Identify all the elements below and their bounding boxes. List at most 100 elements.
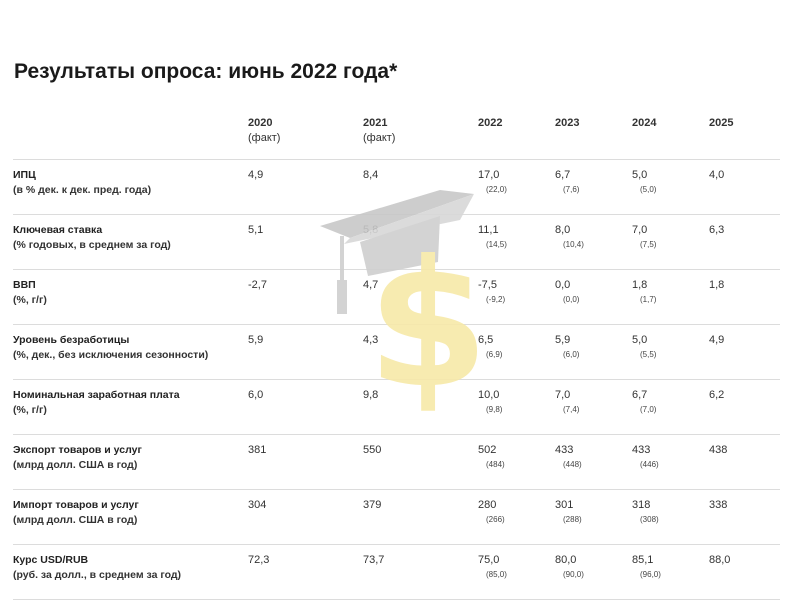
forecast-value: 5,1	[248, 224, 264, 236]
value-cell: 4,7	[363, 269, 478, 325]
previous-forecast-value: (90,0)	[563, 570, 584, 579]
forecast-value: 5,8	[363, 224, 379, 236]
forecast-value: 5,9	[555, 334, 571, 346]
table-row: Импорт товаров и услуг (млрд долл. США в …	[13, 489, 780, 545]
previous-forecast-value: (0,0)	[563, 295, 580, 304]
previous-forecast-value: (5,5)	[640, 350, 657, 359]
indicator-unit: (% годовых, в среднем за год)	[13, 239, 171, 251]
indicator-unit: (млрд долл. США в год)	[13, 459, 138, 471]
indicator-cell: ИПЦ (в % дек. к дек. пред. года)	[13, 159, 248, 215]
header-year: 2020 (факт)	[248, 117, 281, 144]
indicator-name: Импорт товаров и услуг	[13, 499, 139, 511]
previous-forecast-value: (7,6)	[563, 185, 580, 194]
forecast-value: 4,3	[363, 334, 379, 346]
value-cell: 7,0 (7,5)	[632, 214, 709, 270]
value-cell: 4,3	[363, 324, 478, 380]
forecast-value: 381	[248, 444, 267, 456]
value-cell: 381	[248, 434, 363, 490]
forecast-value: 11,1	[478, 224, 499, 236]
previous-forecast-value: (6,0)	[563, 350, 580, 359]
previous-forecast-value: (7,0)	[640, 405, 657, 414]
previous-forecast-value: (288)	[563, 515, 582, 524]
value-cell: 6,0	[248, 379, 363, 435]
indicator-name: ИПЦ	[13, 169, 36, 181]
value-cell: 338	[709, 489, 780, 545]
previous-forecast-value: (6,9)	[486, 350, 503, 359]
previous-forecast-value: (484)	[486, 460, 505, 469]
indicator-cell: Курс USD/RUB (руб. за долл., в среднем за…	[13, 544, 248, 600]
value-cell: 9,8	[363, 379, 478, 435]
value-cell: 379	[363, 489, 478, 545]
header-year: 2023	[555, 117, 580, 129]
value-cell: 0,0 (0,0)	[555, 269, 632, 325]
header-year: 2021 (факт)	[363, 117, 396, 144]
value-cell: 17,0 (22,0)	[478, 159, 555, 215]
forecast-value: 1,8	[709, 279, 725, 291]
indicator-unit: (%, г/г)	[13, 404, 47, 416]
value-cell: 88,0	[709, 544, 780, 600]
value-cell: 438	[709, 434, 780, 490]
forecast-value: 433	[555, 444, 574, 456]
value-cell: 75,0 (85,0)	[478, 544, 555, 600]
forecast-value: 433	[632, 444, 651, 456]
indicator-unit: (руб. за долл., в среднем за год)	[13, 569, 182, 581]
header-row: 2020 (факт) 2021 (факт) 2022 2023 2024 202…	[13, 108, 780, 160]
header-year: 2024	[632, 117, 657, 129]
table-row: ВВП (%, г/г) -2,7 4,7 -7,5 (-9,2) 0,0 (0,0) 1,8 (…	[13, 269, 780, 325]
indicator-name: Ключевая ставка	[13, 224, 103, 236]
previous-forecast-value: (5,0)	[640, 185, 657, 194]
forecast-value: 6,0	[248, 389, 264, 401]
forecast-value: 318	[632, 499, 651, 511]
forecast-value: 304	[248, 499, 267, 511]
forecast-value: 0,0	[555, 279, 571, 291]
forecast-value: 4,9	[248, 169, 264, 181]
indicator-unit: (%, дек., без исключения сезонности)	[13, 349, 209, 361]
forecast-value: -2,7	[248, 279, 267, 291]
forecast-value: 17,0	[478, 169, 500, 181]
indicator-cell: ВВП (%, г/г)	[13, 269, 248, 325]
forecast-value: 7,0	[555, 389, 571, 401]
header-indicator	[13, 108, 248, 160]
value-cell: 550	[363, 434, 478, 490]
indicator-cell: Уровень безработицы (%, дек., без исключе…	[13, 324, 248, 380]
value-cell: 304	[248, 489, 363, 545]
table-row: ИПЦ (в % дек. к дек. пред. года) 4,9 8,4 17,…	[13, 159, 780, 215]
indicator-cell: Номинальная заработная плата (%, г/г)	[13, 379, 248, 435]
forecast-value: 438	[709, 444, 728, 456]
value-cell: -7,5 (-9,2)	[478, 269, 555, 325]
previous-forecast-value: (9,8)	[486, 405, 503, 414]
value-cell: 5,8	[363, 214, 478, 270]
value-cell: 301 (288)	[555, 489, 632, 545]
value-cell: 11,1 (14,5)	[478, 214, 555, 270]
forecast-value: 6,5	[478, 334, 494, 346]
value-cell: 1,8	[709, 269, 780, 325]
forecast-value: 75,0	[478, 554, 500, 566]
previous-forecast-value: (266)	[486, 515, 505, 524]
forecast-value: 85,1	[632, 554, 654, 566]
forecast-value: 88,0	[709, 554, 731, 566]
indicator-name: Курс USD/RUB	[13, 554, 89, 566]
value-cell: 8,0 (10,4)	[555, 214, 632, 270]
value-cell: 433 (446)	[632, 434, 709, 490]
value-cell: 6,7 (7,6)	[555, 159, 632, 215]
value-cell: 85,1 (96,0)	[632, 544, 709, 600]
forecast-value: 5,0	[632, 169, 648, 181]
indicator-unit: (в % дек. к дек. пред. года)	[13, 184, 152, 196]
forecast-table: 2020 (факт) 2021 (факт) 2022 2023 2024 202…	[13, 108, 780, 600]
value-cell: 6,5 (6,9)	[478, 324, 555, 380]
forecast-value: 280	[478, 499, 497, 511]
forecast-value: 379	[363, 499, 382, 511]
indicator-name: Номинальная заработная плата	[13, 389, 180, 401]
value-cell: 502 (484)	[478, 434, 555, 490]
forecast-value: 6,3	[709, 224, 725, 236]
forecast-value: 6,7	[632, 389, 648, 401]
forecast-value: 1,8	[632, 279, 648, 291]
forecast-value: 7,0	[632, 224, 648, 236]
forecast-value: 5,0	[632, 334, 648, 346]
forecast-value: 4,7	[363, 279, 379, 291]
previous-forecast-value: (14,5)	[486, 240, 507, 249]
forecast-value: 73,7	[363, 554, 385, 566]
indicator-cell: Ключевая ставка (% годовых, в среднем за …	[13, 214, 248, 270]
forecast-value: 5,9	[248, 334, 264, 346]
indicator-unit: (%, г/г)	[13, 294, 47, 306]
